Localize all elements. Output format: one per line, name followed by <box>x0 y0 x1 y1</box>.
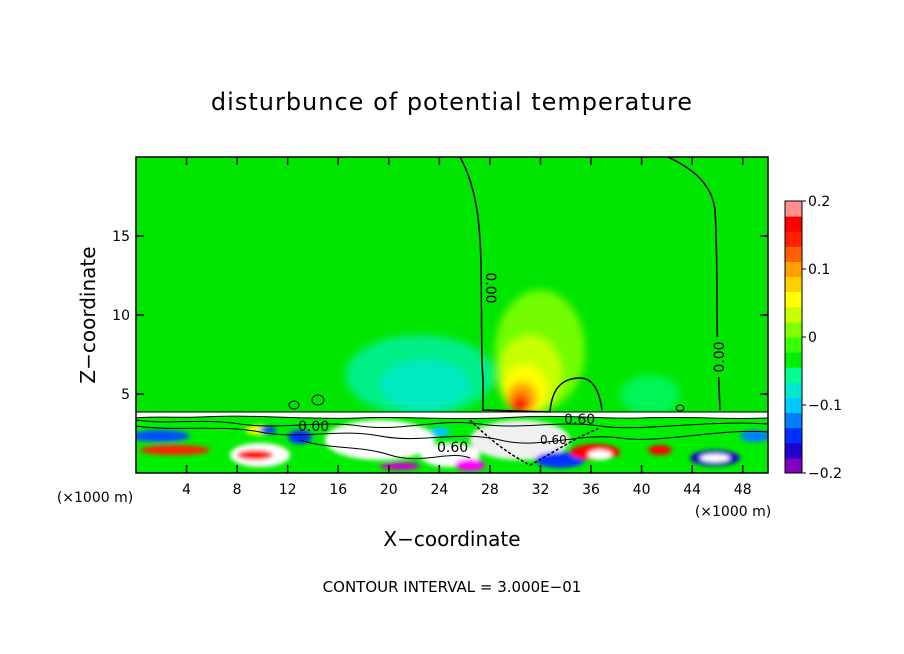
colorbar-segment <box>785 382 802 398</box>
contour-label-d: 0.60 <box>437 440 468 456</box>
contour-labels: 0.00 0.00 0.00 0.60 0.60 0.60 <box>298 268 728 456</box>
bl-white-4 <box>470 420 570 460</box>
chart-title: disturbunce of potential temperature <box>211 88 693 116</box>
bl-blue-3 <box>288 430 312 444</box>
bl-cyan-1 <box>430 427 450 437</box>
bl-contour-3 <box>299 439 471 460</box>
colorbar-label: 0.1 <box>808 262 830 278</box>
contour-blob-2 <box>311 394 325 406</box>
colorbar-segment <box>785 321 802 338</box>
colorbar-segment <box>785 337 802 353</box>
contour-zero-2 <box>667 157 721 411</box>
bl-contour-2 <box>136 425 768 444</box>
contour-label-a: 0.00 <box>482 272 498 303</box>
x-tick-label: 28 <box>481 482 499 498</box>
bl-red-4 <box>648 445 672 455</box>
x-tick-label: 40 <box>633 482 651 498</box>
x-tick-label: 36 <box>582 482 600 498</box>
right-cool <box>620 375 680 415</box>
x-axis-title: X−coordinate <box>383 527 520 551</box>
bl-white-5 <box>588 450 612 460</box>
x-axis: 4 8 12 16 20 24 28 32 36 40 44 48 <box>182 157 752 498</box>
x-tick-label: 32 <box>532 482 550 498</box>
colorbar-segment <box>785 397 802 414</box>
bl-red-1 <box>140 445 210 455</box>
colorbar-segment <box>785 261 802 278</box>
y-axis-title: Z−coordinate <box>76 246 100 383</box>
colorbar-segment <box>785 412 802 429</box>
colorbar-label: −0.2 <box>808 466 842 482</box>
colorbar-segment <box>785 276 802 293</box>
y-tick-label: 10 <box>112 308 130 324</box>
x-tick-label: 44 <box>683 482 701 498</box>
colorbar-segment <box>785 352 802 368</box>
contour-blob-1 <box>288 400 300 410</box>
plot-area: 0.00 0.00 0.00 0.60 0.60 0.60 <box>136 157 768 473</box>
x-tick-label: 8 <box>233 482 242 498</box>
colorbar-segment <box>785 216 802 232</box>
colorbar-segment <box>785 367 802 383</box>
bl-white-2 <box>325 420 435 460</box>
bl-magenta-1 <box>380 462 420 470</box>
boundary-layer <box>136 411 768 473</box>
contour-label-e: 0.60 <box>564 412 595 428</box>
cool-lobe-core <box>380 360 470 410</box>
bl-magenta-2 <box>455 459 485 471</box>
bl-blue-6 <box>740 430 768 442</box>
z-unit-label-right: (×1000 m) <box>695 504 771 520</box>
bl-blue-2 <box>260 426 276 434</box>
colorbar-label: 0.2 <box>808 194 830 210</box>
bl-contour-1 <box>136 419 768 429</box>
contour-label-b: 0.00 <box>712 341 728 372</box>
bl-blue-1 <box>136 430 190 442</box>
y-tick-label: 5 <box>121 387 130 403</box>
x-tick-label: 20 <box>380 482 398 498</box>
colorbar-segment <box>785 201 802 217</box>
bl-white-6 <box>700 454 730 462</box>
bl-contour-dashed <box>469 419 601 466</box>
x-unit-label-left: (×1000 m) <box>57 490 133 506</box>
colorbar-label: −0.1 <box>808 398 842 414</box>
x-tick-label: 12 <box>279 482 297 498</box>
field-anomalies <box>345 290 680 415</box>
bl-contour-band <box>136 411 768 420</box>
contour-interval: CONTOUR INTERVAL = 3.000E−01 <box>323 578 582 596</box>
contour-label-c: 0.00 <box>298 419 329 435</box>
warm-plume-2 <box>511 394 529 414</box>
colorbar-segment <box>785 246 802 262</box>
x-tick-label: 4 <box>182 482 191 498</box>
colorbar-segment <box>785 231 802 247</box>
colorbar-segment <box>785 291 802 308</box>
colorbar-segment <box>785 306 802 323</box>
contour-zero-1 <box>459 157 603 413</box>
colorbar-segment <box>785 457 802 474</box>
colorbar-label: 0 <box>808 330 817 346</box>
x-tick-label: 48 <box>734 482 752 498</box>
colorbar-segment <box>785 427 802 444</box>
bl-red-2 <box>237 450 273 460</box>
y-tick-label: 15 <box>112 229 130 245</box>
colorbar-segment <box>785 442 802 459</box>
contour-blob-3 <box>675 404 685 412</box>
x-tick-label: 16 <box>329 482 347 498</box>
colorbar: 0.2 0.1 0 −0.1 −0.2 <box>784 194 842 482</box>
contour-label-f: 0.60 <box>540 433 567 447</box>
x-tick-label: 24 <box>430 482 448 498</box>
y-axis: 5 10 15 <box>112 229 768 403</box>
